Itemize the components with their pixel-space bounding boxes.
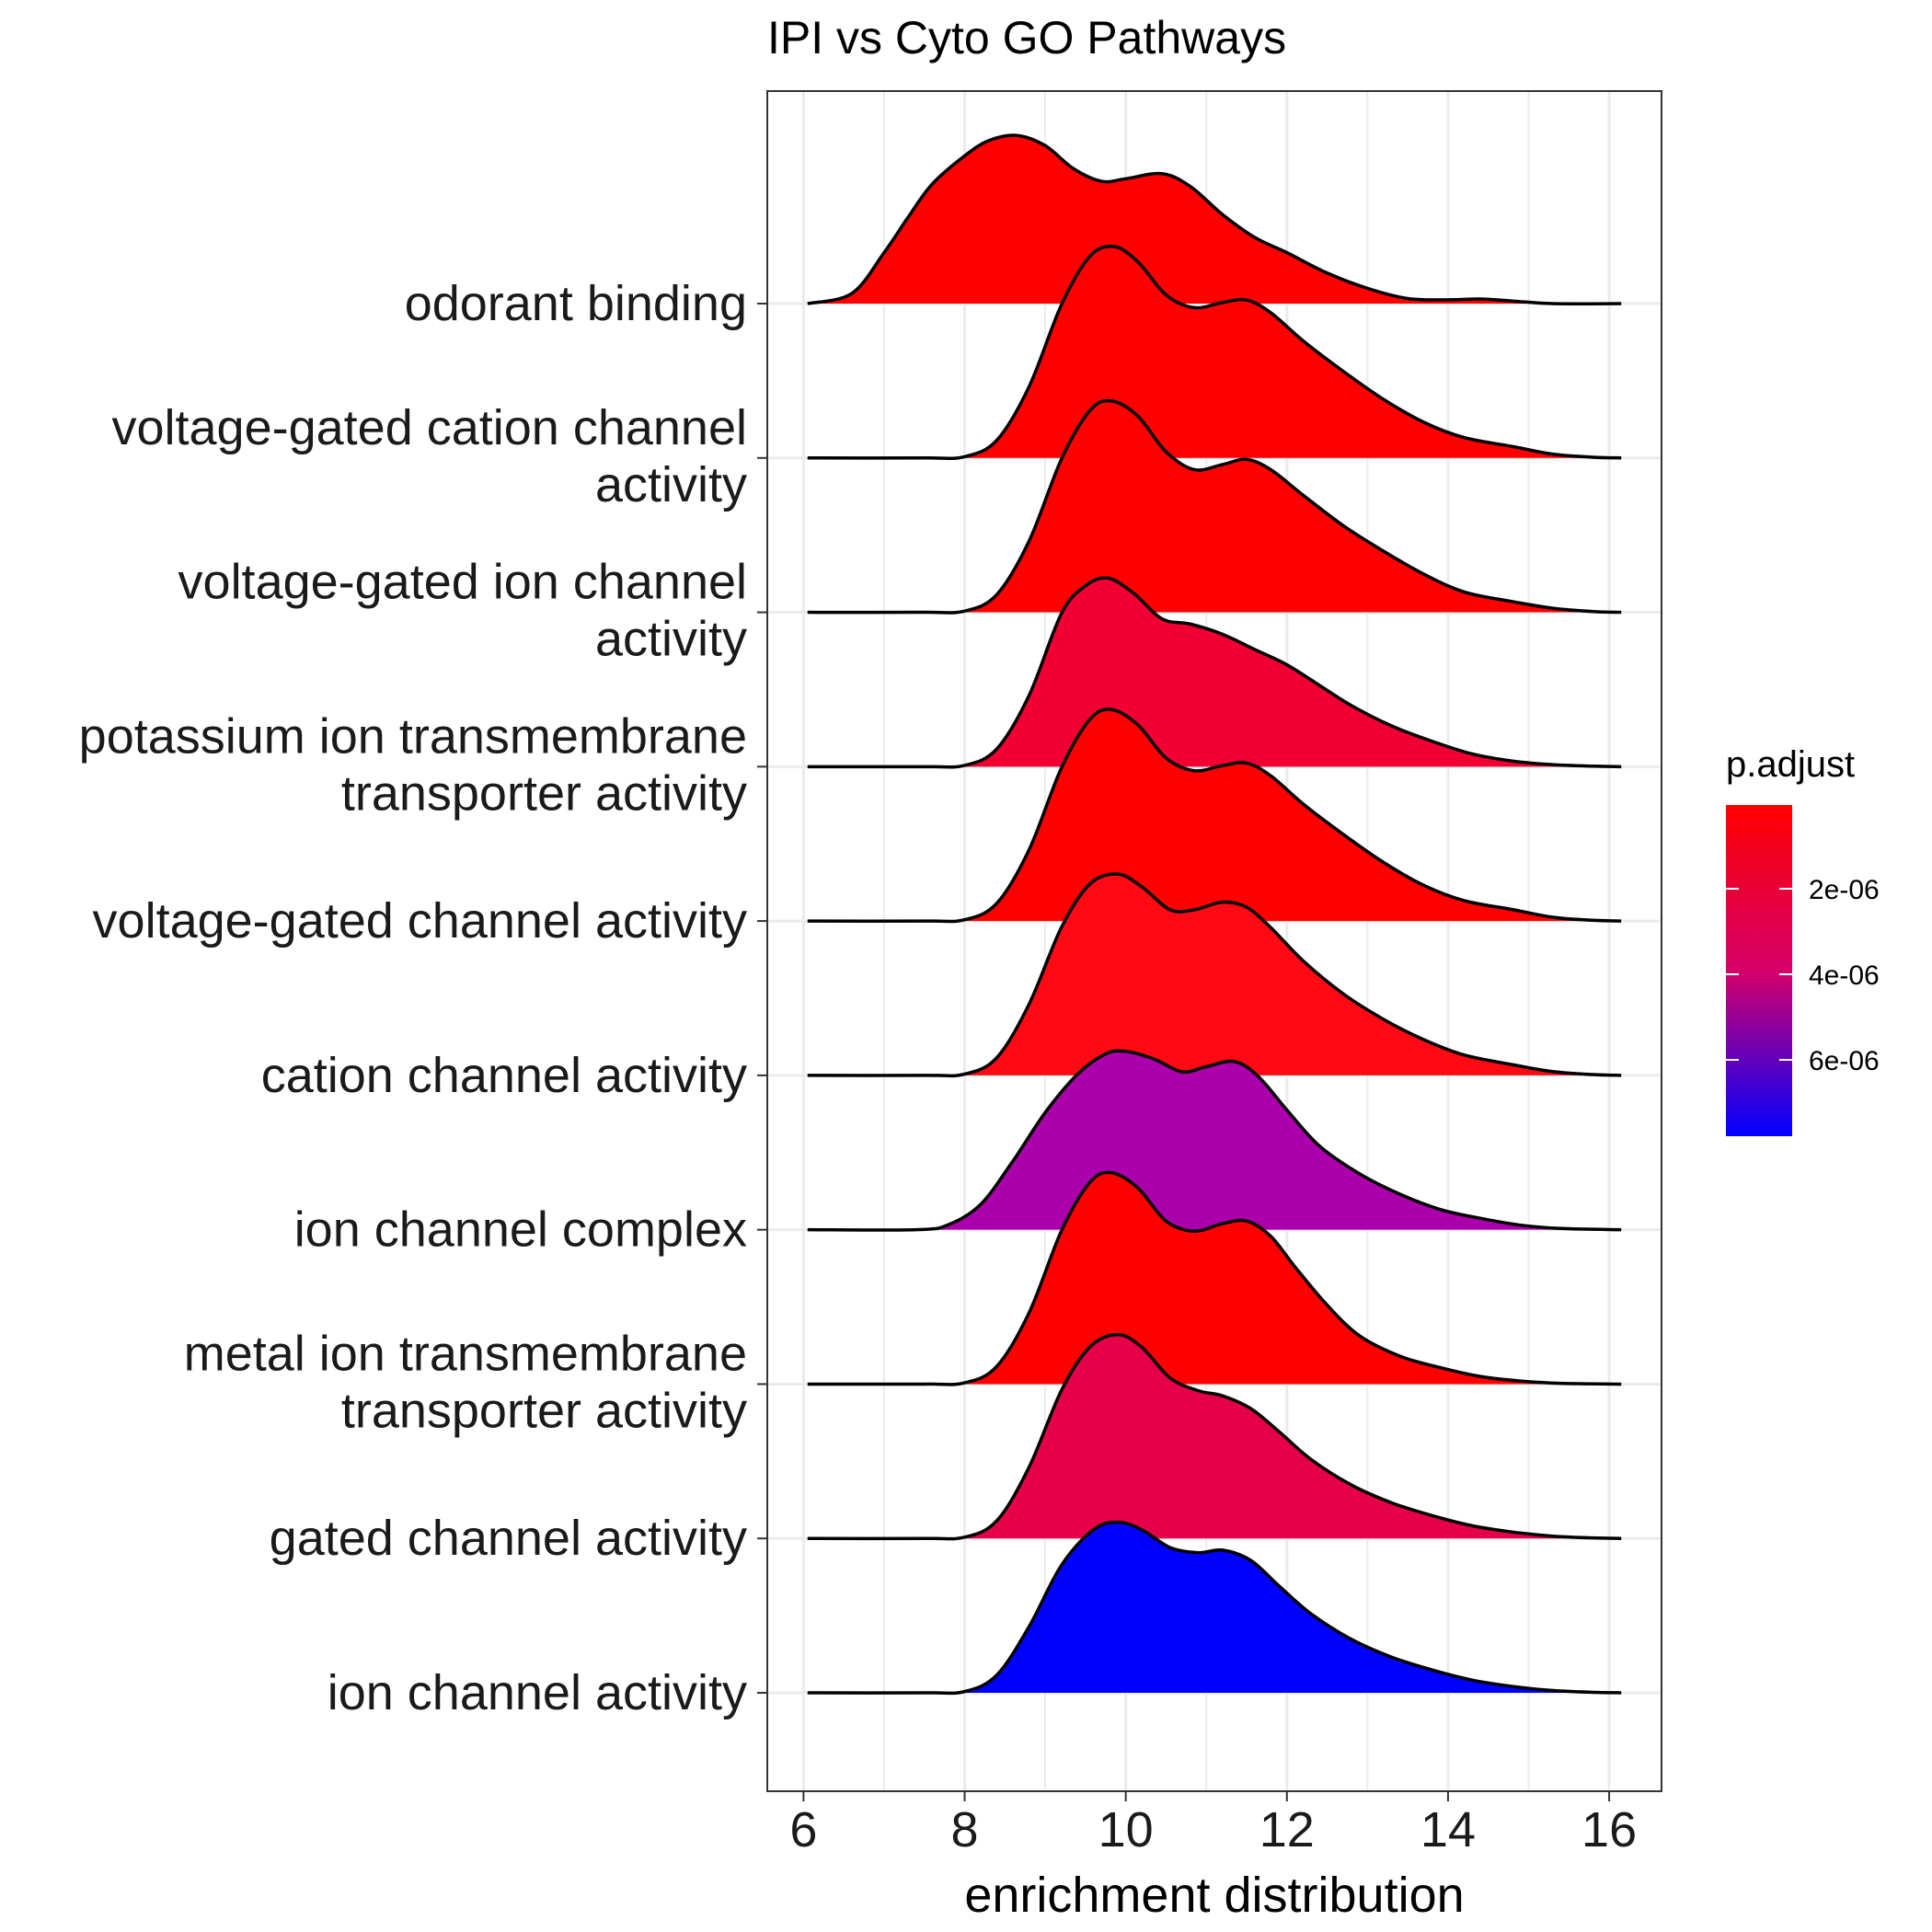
y-axis: odorant binding voltage-gated cation chan… bbox=[79, 276, 767, 1720]
y-tick-label: potassium ion transmembrane transporter a… bbox=[79, 708, 747, 821]
y-tick-label: cation channel activity bbox=[261, 1048, 747, 1103]
ridge-area-metal-ion-transmembrane-transporter-activity bbox=[807, 1172, 1622, 1385]
y-tick-label-line: ion channel activity bbox=[328, 1665, 747, 1720]
ridge-line-metal-ion-transmembrane-transporter-activity bbox=[807, 1170, 1622, 1386]
ridge-line-ion-channel-activity bbox=[807, 1520, 1622, 1696]
y-tick-label: odorant binding bbox=[405, 276, 747, 331]
legend-colorbar bbox=[1726, 805, 1792, 1136]
y-tick-label: metal ion transmembrane transporter activ… bbox=[184, 1326, 747, 1438]
ridge-area-potassium-ion-transmembrane-transporter-activity bbox=[807, 578, 1622, 767]
y-tick-label-line: activity bbox=[595, 612, 747, 667]
legend: p.adjust 2e-06 4e-06 6e-06 bbox=[1726, 744, 1880, 1136]
y-tick-label: ion channel complex bbox=[294, 1202, 747, 1258]
y-tick-label: gated channel activity bbox=[270, 1511, 747, 1566]
y-tick-label-line: potassium ion transmembrane bbox=[79, 708, 747, 764]
ridge-area-ion-channel-activity bbox=[807, 1522, 1622, 1694]
x-axis-title: enrichment distribution bbox=[964, 1868, 1464, 1923]
y-tick-label-line: activity bbox=[595, 457, 747, 512]
y-tick-label: ion channel activity bbox=[328, 1665, 747, 1720]
y-tick-label: voltage-gated channel activity bbox=[93, 893, 747, 949]
x-tick-label: 12 bbox=[1259, 1802, 1315, 1857]
ridge-line-odorant-binding bbox=[807, 133, 1622, 305]
ridge-line-cation-channel-activity bbox=[807, 872, 1622, 1078]
ridge-area-ion-channel-complex bbox=[807, 1051, 1622, 1231]
ridge-area-cation-channel-activity bbox=[807, 874, 1622, 1076]
y-tick-label-line: voltage-gated cation channel bbox=[111, 400, 747, 455]
y-tick-label-line: cation channel activity bbox=[261, 1048, 747, 1103]
legend-tick-label: 4e-06 bbox=[1809, 960, 1880, 991]
y-tick-label-line: voltage-gated ion channel bbox=[178, 555, 747, 610]
ridge-area-gated-channel-activity bbox=[807, 1334, 1622, 1539]
x-axis: 6 8 10 12 14 16 bbox=[789, 1791, 1637, 1857]
x-tick-label: 16 bbox=[1581, 1802, 1637, 1857]
ridge-line-gated-channel-activity bbox=[807, 1332, 1622, 1541]
ridge-line-voltage-gated-ion-channel-activity bbox=[807, 398, 1622, 615]
y-tick-label-line: odorant binding bbox=[405, 276, 747, 331]
ridge-line-voltage-gated-channel-activity bbox=[807, 707, 1622, 924]
x-tick-label: 8 bbox=[951, 1802, 979, 1857]
ridge-area-voltage-gated-ion-channel-activity bbox=[807, 400, 1622, 614]
legend-ticks: 2e-06 4e-06 6e-06 bbox=[1726, 875, 1880, 1076]
ridge-area-voltage-gated-channel-activity bbox=[807, 709, 1622, 922]
ridge-area-voltage-gated-cation-channel-activity bbox=[807, 246, 1622, 459]
y-tick-label-line: transporter activity bbox=[341, 1383, 747, 1438]
x-tick-label: 10 bbox=[1098, 1802, 1154, 1857]
legend-tick-label: 6e-06 bbox=[1809, 1046, 1880, 1076]
y-tick-label: voltage-gated ion channel activity bbox=[178, 555, 747, 667]
y-tick-label-line: gated channel activity bbox=[270, 1511, 747, 1566]
legend-tick-label: 2e-06 bbox=[1809, 875, 1880, 905]
ridge-area-odorant-binding bbox=[807, 135, 1622, 305]
ridge-line-ion-channel-complex bbox=[807, 1049, 1622, 1232]
x-tick-label: 14 bbox=[1420, 1802, 1476, 1857]
x-tick-label: 6 bbox=[789, 1802, 817, 1857]
ridge-line-voltage-gated-cation-channel-activity bbox=[807, 244, 1622, 460]
y-tick-label-line: voltage-gated channel activity bbox=[93, 893, 747, 949]
y-tick-label-line: transporter activity bbox=[341, 765, 747, 821]
plot-border bbox=[766, 90, 1662, 1792]
ridges bbox=[807, 133, 1622, 1696]
y-tick-label-line: metal ion transmembrane bbox=[184, 1326, 747, 1381]
y-tick-label: voltage-gated cation channel activity bbox=[111, 400, 747, 512]
ridge-line-potassium-ion-transmembrane-transporter-activity bbox=[807, 576, 1622, 769]
legend-title: p.adjust bbox=[1726, 744, 1855, 785]
y-tick-label-line: ion channel complex bbox=[294, 1202, 747, 1258]
chart-title: IPI vs Cyto GO Pathways bbox=[767, 12, 1286, 63]
